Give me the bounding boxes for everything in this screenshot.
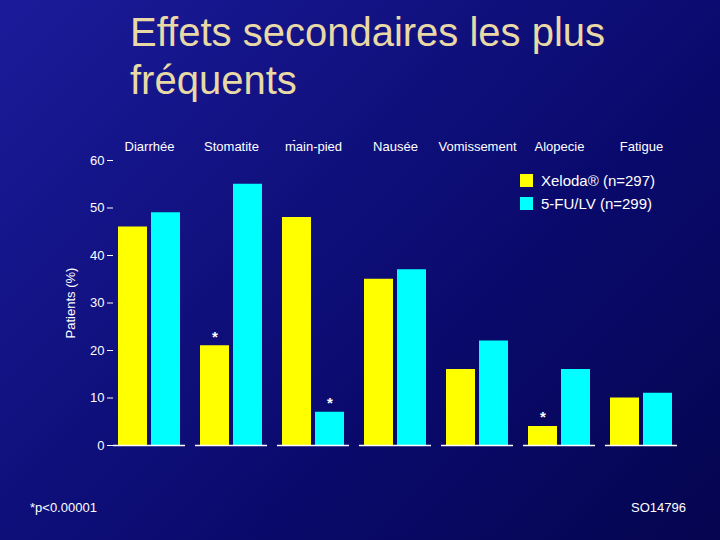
svg-text:Vomissement: Vomissement xyxy=(438,140,516,154)
svg-text:50: 50 xyxy=(90,200,104,215)
svg-text:20: 20 xyxy=(90,343,104,358)
svg-text:*: * xyxy=(327,394,333,411)
html-text:Effets secondaires les plus fr: Effets secondaires les plus fréquents xyxy=(130,10,606,102)
svg-text:Alopecie: Alopecie xyxy=(535,140,585,154)
html-text:Xeloda® (n=297): Xeloda® (n=297) xyxy=(541,172,655,189)
html-text:*p<0.00001: *p<0.00001 xyxy=(30,500,97,515)
svg-text:Diarrhée: Diarrhée xyxy=(125,140,175,154)
html-text:SO14796: SO14796 xyxy=(631,500,686,515)
svg-text:Fatigue: Fatigue xyxy=(620,140,663,154)
svg-text:10: 10 xyxy=(90,390,104,405)
svg-text:*: * xyxy=(212,328,218,345)
svg-text:Nausée: Nausée xyxy=(373,140,418,154)
svg-text:Patients (%): Patients (%) xyxy=(63,268,78,339)
svg-text:30: 30 xyxy=(90,295,104,310)
html-text:5-FU/LV (n=299): 5-FU/LV (n=299) xyxy=(541,195,652,212)
svg-text:Syndromemain-pied: Syndromemain-pied xyxy=(284,140,343,154)
svg-text:*: * xyxy=(540,408,546,425)
svg-text:40: 40 xyxy=(90,248,104,263)
svg-text:60: 60 xyxy=(90,153,104,168)
svg-text:0: 0 xyxy=(97,438,104,453)
svg-text:Stomatite: Stomatite xyxy=(204,140,259,154)
